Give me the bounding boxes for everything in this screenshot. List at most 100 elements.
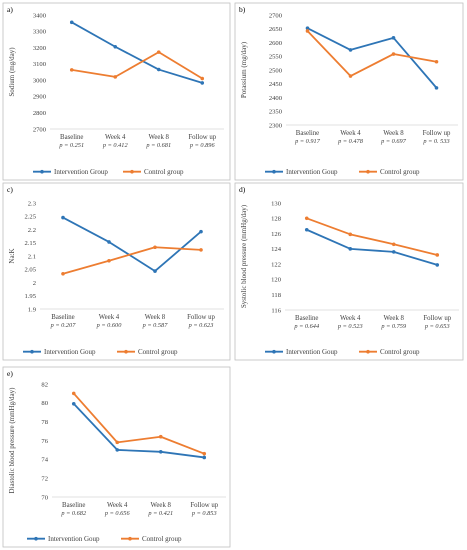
panel-frame [2, 2, 231, 181]
panel-frame [234, 2, 464, 181]
intervention-data-point [113, 44, 118, 49]
y-tick-label: 82 [41, 381, 48, 388]
intervention-data-point [435, 263, 440, 267]
legend-label: Control group [380, 168, 420, 176]
legend-label: Intervention Group [54, 168, 108, 176]
y-tick-label: 2.25 [24, 214, 36, 221]
intervention-data-point [434, 86, 439, 90]
legend-point-marker [128, 536, 132, 541]
legend-label: Intervention Goup [44, 348, 96, 356]
intervention-data-point [69, 20, 74, 25]
control-data-point [153, 245, 157, 250]
panel-frame [234, 182, 464, 361]
control-data-point [107, 258, 111, 263]
x-category-label: Week 8 [384, 315, 405, 322]
intervention-data-point [391, 36, 396, 40]
p-value-label: p = 0.421 [147, 510, 173, 517]
panel-label: b) [239, 5, 246, 14]
p-value-label: p = 0.853 [191, 510, 217, 517]
chart-panel: a) 2700 2800 2900 3000 3100 3200 3300 3400 Baseli… [2, 2, 231, 181]
p-value-label: p = 0.207 [50, 322, 77, 329]
panel-label: e) [7, 369, 13, 378]
y-tick-label: 3300 [33, 29, 47, 36]
legend-label: Intervention Goup [286, 168, 338, 176]
y-tick-label: 3000 [33, 77, 47, 84]
legend-label: Control group [138, 348, 178, 356]
x-category-label: Week 8 [149, 134, 170, 141]
y-tick-label: 128 [271, 216, 282, 223]
control-data-point [61, 271, 65, 276]
y-tick-label: 2.2 [28, 227, 36, 234]
y-tick-label: 118 [271, 292, 281, 299]
intervention-data-point [199, 229, 203, 234]
y-tick-label: 70 [41, 494, 48, 501]
y-tick-label: 3400 [33, 12, 47, 19]
panel-frame [2, 182, 231, 361]
legend-point-marker [30, 349, 34, 354]
panel-frame [2, 366, 231, 548]
intervention-data-point [153, 269, 157, 273]
intervention-series-line [306, 228, 438, 266]
intervention-data-point [115, 448, 120, 452]
x-category-label: Follow up [188, 134, 216, 141]
y-tick-label: 2.15 [24, 240, 36, 247]
control-data-point [71, 391, 76, 396]
intervention-data-point [71, 401, 76, 406]
legend-point-marker [366, 169, 370, 174]
y-tick-label: 2300 [269, 122, 283, 129]
x-category-label: Follow up [423, 130, 451, 137]
panel-label: d) [239, 185, 246, 194]
x-category-label: Baseline [295, 315, 318, 322]
panel-label: a) [7, 5, 13, 14]
control-data-point [69, 68, 74, 72]
intervention-data-point [200, 81, 205, 85]
control-data-point [304, 216, 309, 221]
y-tick-label: 76 [41, 438, 48, 445]
legend-point-marker [366, 349, 370, 354]
control-data-point [391, 52, 396, 56]
intervention-series-line [62, 216, 202, 273]
y-tick-label: 3200 [33, 45, 47, 52]
x-category-label: Week 8 [145, 314, 166, 321]
panel-label: c) [7, 185, 13, 194]
y-axis-title: Sodium (mg/day) [8, 47, 16, 97]
intervention-data-point [348, 48, 353, 52]
p-value-label: p = 0.251 [58, 142, 84, 149]
control-data-point [158, 434, 163, 439]
x-category-label: Week 4 [99, 314, 120, 321]
x-category-label: Week 8 [151, 502, 172, 509]
control-data-point [115, 440, 120, 445]
control-data-point [391, 242, 396, 247]
x-category-label: Week 4 [105, 134, 126, 141]
x-category-label: Week 8 [383, 130, 404, 137]
chart-panel: b) 2300 2350 2400 2450 2500 2550 2600 2650 2700 Ba… [234, 2, 464, 181]
intervention-data-point [305, 26, 310, 31]
legend-point-marker [40, 169, 44, 174]
control-data-point [305, 29, 310, 33]
control-data-point [113, 75, 118, 79]
y-tick-label: 1.95 [24, 293, 36, 300]
intervention-series-line [71, 21, 203, 84]
y-tick-label: 2.1 [28, 253, 36, 260]
control-data-point [434, 59, 439, 64]
p-value-label: p = 0.412 [102, 142, 129, 149]
x-category-label: Follow up [423, 315, 451, 322]
x-category-label: Follow up [187, 314, 215, 321]
legend-label: Control group [144, 168, 184, 176]
control-data-point [200, 76, 205, 81]
y-tick-label: 2700 [269, 12, 283, 19]
intervention-data-point [304, 227, 309, 232]
intervention-data-point [158, 450, 163, 454]
p-value-label: p = 0.523 [337, 323, 363, 330]
y-tick-label: 3100 [33, 61, 47, 68]
y-tick-label: 2700 [33, 126, 47, 133]
p-value-label: p = 0.896 [189, 142, 216, 149]
y-tick-label: 126 [271, 231, 282, 238]
x-category-label: Follow up [190, 502, 218, 509]
intervention-data-point [202, 455, 207, 460]
y-tick-label: 2500 [269, 67, 283, 74]
y-tick-label: 2550 [269, 54, 283, 61]
